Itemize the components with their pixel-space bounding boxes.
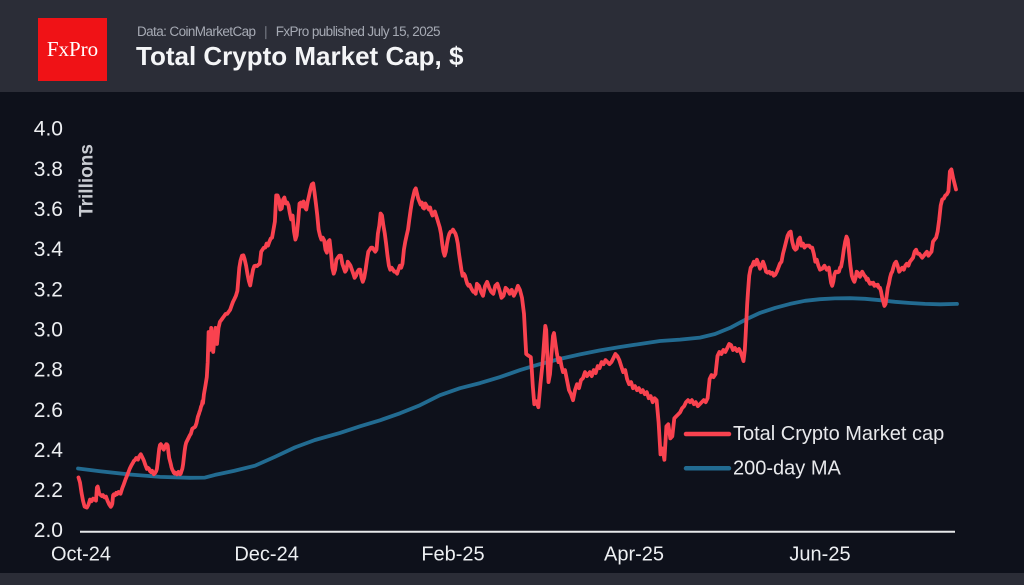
svg-text:Oct-24: Oct-24	[51, 544, 111, 566]
svg-text:4.0: 4.0	[34, 118, 63, 141]
svg-text:Feb-25: Feb-25	[421, 544, 484, 566]
svg-text:2.6: 2.6	[34, 399, 63, 422]
svg-text:Jun-25: Jun-25	[789, 544, 850, 566]
svg-text:3.0: 3.0	[34, 319, 63, 342]
svg-text:3.4: 3.4	[34, 238, 64, 261]
svg-text:Total Crypto Market cap: Total Crypto Market cap	[733, 423, 944, 445]
svg-text:2.8: 2.8	[34, 359, 63, 382]
svg-text:2.4: 2.4	[34, 439, 64, 462]
svg-text:2.2: 2.2	[34, 479, 63, 502]
svg-text:200-day MA: 200-day MA	[733, 457, 841, 479]
svg-text:3.6: 3.6	[34, 198, 63, 221]
svg-text:Dec-24: Dec-24	[234, 544, 298, 566]
svg-text:3.2: 3.2	[34, 278, 63, 301]
svg-text:2.0: 2.0	[34, 519, 63, 542]
svg-text:Trillions: Trillions	[77, 144, 98, 217]
svg-text:3.8: 3.8	[34, 158, 63, 181]
svg-text:Apr-25: Apr-25	[604, 544, 664, 566]
